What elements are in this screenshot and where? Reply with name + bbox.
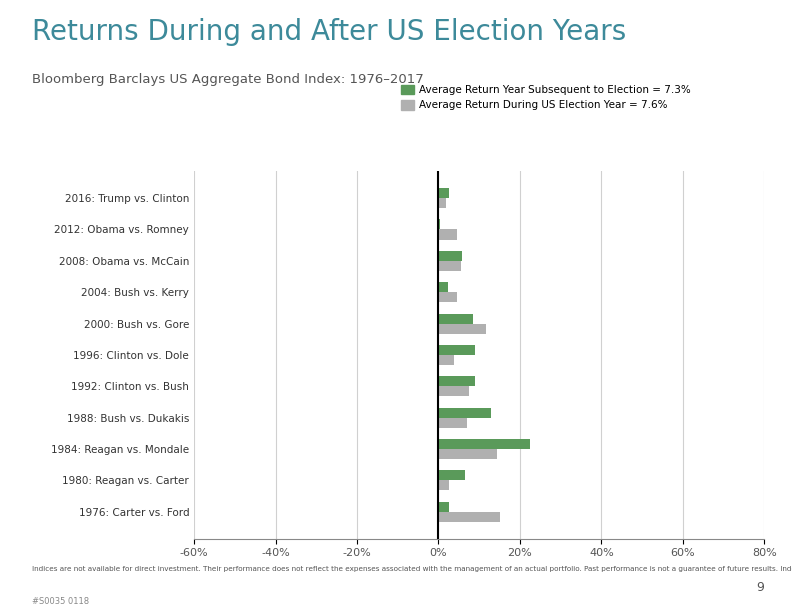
Bar [439, 282, 448, 292]
Bar [439, 355, 454, 365]
Bar [439, 502, 448, 512]
Bar [439, 261, 461, 271]
Bar [439, 313, 473, 324]
Bar [439, 376, 475, 386]
Bar [439, 345, 475, 355]
Bar [439, 198, 446, 208]
Bar [439, 449, 497, 459]
Bar [439, 188, 449, 198]
Text: 9: 9 [756, 581, 764, 594]
Bar [439, 324, 485, 334]
Bar [439, 471, 465, 480]
Legend: Average Return Year Subsequent to Election = 7.3%, Average Return During US Elec: Average Return Year Subsequent to Electi… [402, 85, 691, 110]
Bar [439, 408, 491, 418]
Bar [439, 251, 463, 261]
Text: #S0035 0118: #S0035 0118 [32, 597, 89, 606]
Bar [439, 220, 440, 230]
Text: Indices are not available for direct investment. Their performance does not refl: Indices are not available for direct inv… [32, 566, 792, 572]
Bar [439, 418, 467, 428]
Text: Returns During and After US Election Years: Returns During and After US Election Yea… [32, 18, 626, 47]
Bar [439, 480, 448, 490]
Text: Bloomberg Barclays US Aggregate Bond Index: 1976–2017: Bloomberg Barclays US Aggregate Bond Ind… [32, 73, 424, 86]
Bar [439, 230, 457, 239]
Bar [439, 512, 500, 522]
Bar [439, 292, 457, 302]
Bar [439, 439, 530, 449]
Bar [439, 386, 469, 397]
